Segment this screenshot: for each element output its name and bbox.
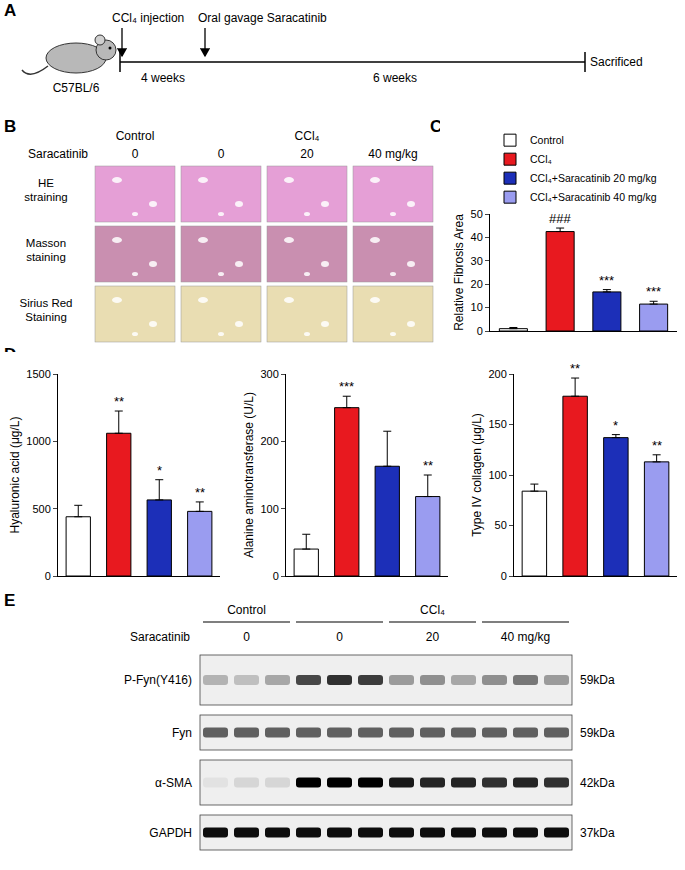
svg-text:CCl₄: CCl₄ <box>295 129 320 143</box>
svg-text:D: D <box>4 345 16 364</box>
svg-text:**: ** <box>114 394 124 409</box>
svg-text:CCl₄+Saracatinib 40 mg/kg: CCl₄+Saracatinib 40 mg/kg <box>530 191 657 203</box>
svg-text:Relative Fibrosis Area: Relative Fibrosis Area <box>452 214 466 331</box>
svg-text:Fyn: Fyn <box>172 726 192 740</box>
svg-text:GAPDH: GAPDH <box>149 826 192 840</box>
svg-text:20: 20 <box>471 278 483 290</box>
svg-text:Staining: Staining <box>25 311 67 323</box>
svg-text:100: 100 <box>488 469 506 481</box>
svg-text:0: 0 <box>336 630 343 644</box>
svg-text:20: 20 <box>426 630 440 644</box>
svg-text:50: 50 <box>495 519 507 531</box>
svg-text:37kDa: 37kDa <box>580 826 615 840</box>
svg-text:6 weeks: 6 weeks <box>373 71 417 85</box>
svg-text:Masson: Masson <box>26 237 66 249</box>
svg-text:Sacrificed: Sacrificed <box>590 55 643 69</box>
svg-text:0: 0 <box>218 147 225 161</box>
svg-text:###: ### <box>549 211 571 226</box>
svg-text:300: 300 <box>260 368 278 380</box>
svg-text:20: 20 <box>300 147 314 161</box>
svg-text:59kDa: 59kDa <box>580 726 615 740</box>
svg-text:Control: Control <box>530 134 564 146</box>
svg-text:staining: staining <box>26 251 66 263</box>
svg-text:***: *** <box>599 273 614 288</box>
svg-text:Hyaluronic acid (μg/L): Hyaluronic acid (μg/L) <box>8 417 22 534</box>
svg-text:200: 200 <box>260 435 278 447</box>
svg-text:40 mg/kg: 40 mg/kg <box>501 630 550 644</box>
svg-text:1500: 1500 <box>26 368 50 380</box>
svg-text:Control: Control <box>227 603 266 617</box>
svg-text:**: ** <box>652 438 662 453</box>
svg-text:A: A <box>4 1 16 20</box>
svg-text:HE: HE <box>38 177 54 189</box>
svg-text:30: 30 <box>471 255 483 267</box>
svg-text:150: 150 <box>488 418 506 430</box>
svg-text:C57BL/6: C57BL/6 <box>53 81 100 95</box>
svg-text:P-Fyn(Y416): P-Fyn(Y416) <box>124 673 192 687</box>
svg-text:40 mg/kg: 40 mg/kg <box>368 147 417 161</box>
svg-text:0: 0 <box>273 570 279 582</box>
svg-text:***: *** <box>646 284 661 299</box>
svg-text:Sirius Red: Sirius Red <box>19 297 72 309</box>
svg-text:Saracatinib: Saracatinib <box>130 630 190 644</box>
svg-text:*: * <box>613 418 618 433</box>
svg-text:**: ** <box>423 458 433 473</box>
svg-text:0: 0 <box>132 147 139 161</box>
svg-text:200: 200 <box>488 368 506 380</box>
svg-text:**: ** <box>570 361 580 376</box>
svg-text:0: 0 <box>477 325 483 337</box>
svg-text:0: 0 <box>45 570 51 582</box>
svg-text:E: E <box>4 591 15 610</box>
svg-text:B: B <box>4 117 16 136</box>
svg-text:500: 500 <box>32 503 50 515</box>
svg-text:CCl₄ injection: CCl₄ injection <box>112 11 184 25</box>
svg-text:Type IV collagen (μg/L): Type IV collagen (μg/L) <box>470 413 484 537</box>
svg-text:CCl₄+Saracatinib 20 mg/kg: CCl₄+Saracatinib 20 mg/kg <box>530 172 657 184</box>
svg-text:Alanine aminotransferase (U/L): Alanine aminotransferase (U/L) <box>242 392 256 558</box>
svg-text:100: 100 <box>260 503 278 515</box>
svg-text:straining: straining <box>24 191 67 203</box>
svg-text:42kDa: 42kDa <box>580 776 615 790</box>
svg-text:***: *** <box>339 379 354 394</box>
svg-text:59kDa: 59kDa <box>580 673 615 687</box>
svg-text:50: 50 <box>471 208 483 220</box>
svg-text:10: 10 <box>471 301 483 313</box>
svg-text:0: 0 <box>501 570 507 582</box>
svg-text:40: 40 <box>471 231 483 243</box>
svg-text:Saracatinib: Saracatinib <box>28 147 88 161</box>
svg-text:Control: Control <box>116 129 155 143</box>
svg-text:*: * <box>157 463 162 478</box>
svg-text:Oral gavage Saracatinib: Oral gavage Saracatinib <box>198 11 327 25</box>
svg-text:4 weeks: 4 weeks <box>141 71 185 85</box>
svg-text:α-SMA: α-SMA <box>155 776 192 790</box>
svg-text:C: C <box>430 117 442 136</box>
svg-text:0: 0 <box>243 630 250 644</box>
svg-text:CCl₄: CCl₄ <box>530 153 552 165</box>
svg-text:1000: 1000 <box>26 435 50 447</box>
svg-text:**: ** <box>195 485 205 500</box>
svg-text:CCl₄: CCl₄ <box>420 603 445 617</box>
